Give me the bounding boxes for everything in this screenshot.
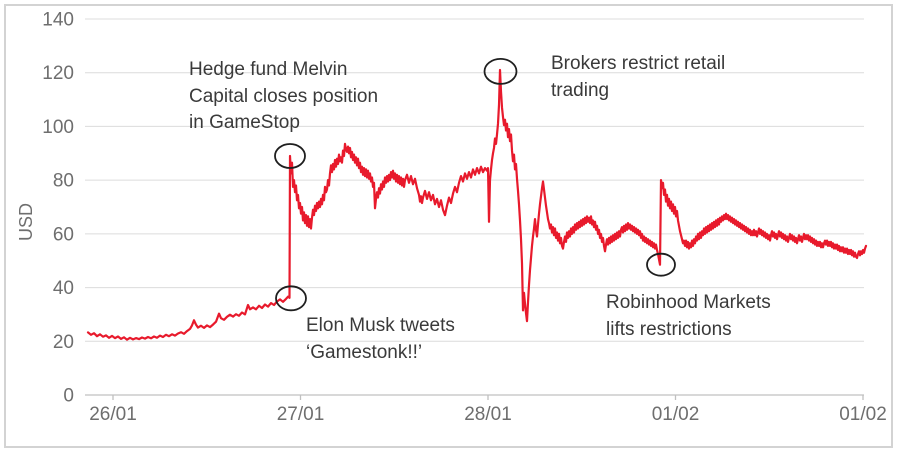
annotation-line: Elon Musk tweets xyxy=(306,315,455,336)
y-tick-label: 120 xyxy=(42,63,74,84)
annotation-brokers-restrict: Brokers restrict retail trading xyxy=(551,51,725,104)
annotation-line: Robinhood Markets xyxy=(606,292,771,313)
x-tick-label: 01/02 xyxy=(839,404,887,425)
event-circle-melvin-top xyxy=(274,143,306,169)
annotation-line: Brokers restrict retail xyxy=(551,53,726,74)
y-tick-label: 140 xyxy=(42,10,74,31)
annotation-line: Hedge fund Melvin xyxy=(189,59,348,80)
annotation-line: Capital closes position xyxy=(189,85,379,107)
x-tick-label: 27/01 xyxy=(277,404,325,425)
y-tick-label: 60 xyxy=(53,224,74,245)
x-tick-label: 01/02 xyxy=(652,404,700,425)
y-axis-title: USD xyxy=(16,203,36,241)
annotation-line: in GameStop xyxy=(189,112,300,133)
y-tick-label: 20 xyxy=(53,332,74,353)
x-tick-label: 28/01 xyxy=(464,404,512,425)
x-tick-label: 26/01 xyxy=(89,404,137,425)
event-circle-brokers-peak xyxy=(483,58,518,85)
annotation-line: trading xyxy=(551,79,610,101)
y-tick-label: 80 xyxy=(53,171,74,192)
price-line xyxy=(86,68,868,341)
event-circle-robinhood-dip xyxy=(646,252,676,277)
annotation-melvin-capital: Hedge fund Melvin Capital closes positio… xyxy=(189,57,378,137)
annotation-elon-musk-tweet: Elon Musk tweets ‘Gamestonk!!’ xyxy=(306,313,455,366)
axis-layer: 0 20 40 60 80 100 120 140 26/01 27/01 28/01 01/02 01… xyxy=(42,10,886,426)
price-line-layer xyxy=(86,68,868,341)
y-tick-label: 0 xyxy=(63,386,74,407)
annotation-robinhood-lifts: Robinhood Markets lifts restrictions xyxy=(606,290,771,343)
gridlines-layer xyxy=(85,18,864,342)
y-tick-label: 100 xyxy=(42,117,74,138)
event-circles-layer xyxy=(274,58,676,312)
event-circle-musk-tweet xyxy=(275,285,307,312)
y-tick-label: 40 xyxy=(53,278,74,299)
annotation-line: ‘Gamestonk!!’ xyxy=(306,341,423,363)
annotation-line: lifts restrictions xyxy=(606,318,732,340)
